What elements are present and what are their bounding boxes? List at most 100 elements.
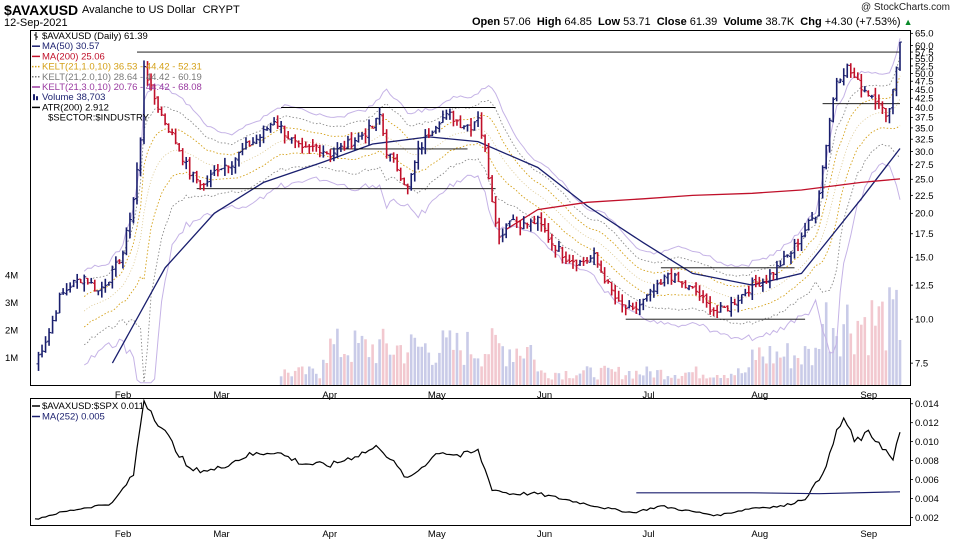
price-bar — [504, 223, 509, 239]
volume-bar — [547, 378, 550, 385]
price-bar — [377, 107, 382, 125]
price-bar — [173, 128, 178, 145]
price-bar — [542, 218, 547, 233]
price-bar — [395, 153, 400, 172]
volume-bar — [283, 369, 286, 385]
volume-bar — [740, 373, 744, 385]
price-tick-label: 10.0 — [915, 315, 934, 326]
volume-bar — [300, 366, 304, 385]
price-bar — [767, 269, 772, 289]
volume-bar — [733, 375, 736, 385]
volume-bar — [828, 351, 831, 385]
volume-bar — [554, 372, 557, 385]
price-bar — [307, 144, 312, 154]
price-bar — [855, 72, 860, 80]
price-bar — [497, 217, 502, 245]
price-bar — [890, 88, 895, 115]
volume-bar — [684, 372, 687, 385]
price-bar — [655, 279, 660, 295]
price-tick-label: 35.0 — [915, 123, 934, 134]
price-bar — [433, 125, 438, 134]
volume-tick-label: 2M — [5, 326, 18, 337]
price-bar — [85, 277, 90, 285]
volume-bar — [789, 368, 793, 385]
volume-bar-icon — [33, 94, 38, 101]
price-bar — [838, 78, 843, 84]
keltner-1-band-upper — [83, 75, 901, 297]
price-bar — [806, 218, 811, 231]
volume-bar — [462, 364, 466, 385]
price-bar — [191, 171, 196, 183]
price-bar — [110, 265, 115, 289]
price-bar — [493, 196, 498, 227]
date-tick-label: Jun — [537, 529, 552, 540]
volume-bar — [737, 368, 740, 385]
price-bar — [585, 257, 590, 264]
volume-bar — [536, 371, 540, 385]
price-bar — [725, 305, 730, 312]
volume-bar — [413, 337, 417, 385]
keltner-channels — [83, 38, 901, 384]
volume-bar — [800, 364, 803, 385]
price-tick-label: 30.0 — [915, 147, 934, 158]
legend-entry: $SECTOR:$INDUSTRY — [48, 113, 150, 124]
price-bar — [177, 143, 182, 152]
volume-bar — [670, 377, 673, 385]
price-bar — [335, 142, 340, 159]
price-bar — [99, 281, 104, 298]
price-bar — [518, 220, 523, 236]
volume-bar — [691, 372, 694, 385]
price-bar — [813, 216, 818, 224]
volume-bar — [431, 364, 434, 385]
price-bar — [398, 167, 403, 181]
price-bar — [662, 274, 667, 287]
volume-bar — [336, 328, 339, 385]
price-bar — [184, 156, 189, 170]
volume-bar — [508, 349, 511, 385]
price-bar — [349, 132, 354, 150]
price-bar — [345, 135, 350, 149]
volume-bar — [480, 366, 483, 385]
price-bar — [729, 296, 734, 317]
price-bar — [616, 290, 621, 302]
date-tick-label: Sep — [860, 390, 877, 401]
volume-bar — [318, 378, 322, 385]
volume-bar — [867, 355, 870, 385]
legend-entry: MA(200) 25.06 — [42, 51, 105, 62]
close-value: 61.39 — [689, 16, 718, 28]
price-bar — [634, 301, 639, 314]
price-bar — [212, 165, 217, 176]
volume-bar — [529, 345, 533, 385]
volume-bar — [325, 363, 329, 385]
volume-bars — [279, 287, 902, 385]
price-bar — [89, 277, 94, 284]
price-bar — [127, 212, 132, 239]
price-bar — [500, 228, 505, 243]
price-bar — [419, 142, 424, 155]
volume-bar — [455, 332, 459, 385]
price-bar — [637, 299, 642, 315]
volume-bar — [417, 346, 420, 385]
date-tick-label: Aug — [751, 390, 768, 401]
price-bar — [356, 132, 361, 143]
price-bar — [142, 60, 147, 145]
volume-axis: 4M 3M 2M 1M — [5, 271, 18, 365]
volume-bar — [497, 343, 501, 385]
price-bar — [690, 286, 695, 289]
volume-bar — [388, 354, 392, 385]
price-bar — [528, 218, 533, 232]
price-bar — [254, 134, 259, 145]
volume-bar — [494, 334, 497, 385]
volume-tick-label: 3M — [5, 298, 18, 309]
volume-bar — [747, 367, 751, 385]
date-tick-label: Mar — [213, 390, 229, 401]
price-bar — [272, 117, 277, 126]
price-bar — [595, 252, 600, 268]
volume-bar — [694, 366, 698, 385]
volume-bar — [631, 378, 635, 385]
volume-bar — [550, 379, 554, 385]
price-bar — [476, 111, 481, 127]
volume-bar — [543, 372, 547, 385]
date-tick-label: Feb — [115, 529, 131, 540]
date-tick-label: May — [428, 529, 446, 540]
